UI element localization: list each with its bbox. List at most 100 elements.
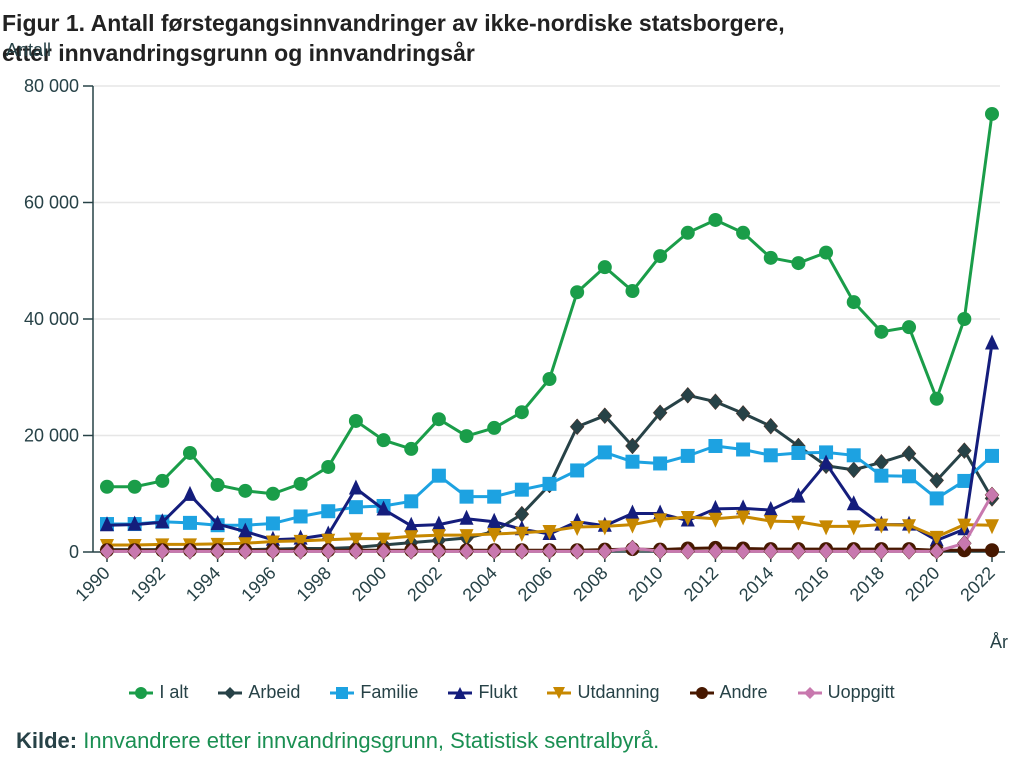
data-point-i-alt [404, 441, 419, 456]
data-point-arbeid [874, 453, 889, 471]
data-point-i-alt [902, 320, 917, 335]
data-point-uoppgitt [376, 543, 391, 560]
data-point-i-alt [929, 391, 944, 406]
data-point-i-alt [127, 479, 142, 494]
data-point-familie [404, 494, 419, 509]
legend-item-andre[interactable]: Andre [689, 682, 768, 703]
data-point-i-alt [570, 285, 585, 300]
legend-item-utdanning[interactable]: Utdanning [547, 682, 660, 703]
data-point-uoppgitt [459, 543, 474, 560]
data-point-utdanning [431, 529, 446, 545]
data-point-familie [902, 469, 917, 484]
data-point-i-alt [542, 371, 557, 386]
data-point-uoppgitt [569, 543, 585, 560]
data-point-uoppgitt [735, 543, 751, 560]
data-point-flukt [708, 499, 723, 515]
data-point-utdanning [957, 518, 972, 534]
data-point-i-alt [376, 433, 391, 448]
x-tick-label: 1996 [237, 563, 279, 605]
data-point-i-alt [182, 445, 197, 460]
data-point-uoppgitt [514, 543, 530, 560]
x-tick-label: 2020 [901, 563, 943, 605]
data-point-familie [293, 509, 308, 524]
source-label: Kilde: [16, 728, 78, 753]
data-point-utdanning [542, 525, 557, 541]
legend-label: Utdanning [577, 682, 660, 702]
data-point-flukt [100, 516, 114, 532]
data-point-utdanning [985, 519, 999, 535]
data-point-utdanning [819, 520, 834, 536]
data-point-arbeid [929, 471, 945, 489]
data-point-utdanning [653, 513, 668, 529]
x-tick-label: 2000 [348, 563, 390, 605]
data-point-uoppgitt [763, 543, 779, 560]
data-point-andre [985, 543, 999, 558]
legend-item-arbeid[interactable]: Arbeid [218, 682, 300, 703]
data-point-familie [265, 516, 280, 531]
x-tick-label: 2012 [680, 563, 722, 605]
data-point-utdanning [680, 511, 695, 527]
data-point-i-alt [487, 420, 502, 435]
data-point-flukt [819, 454, 834, 470]
x-tick-label: 2018 [846, 563, 888, 605]
data-point-uoppgitt [680, 543, 696, 560]
x-tick-label: 2008 [569, 563, 611, 605]
data-point-flukt [404, 516, 419, 532]
data-point-flukt [155, 513, 170, 529]
legend-item-i-alt[interactable]: I alt [129, 682, 188, 703]
legend-item-flukt[interactable]: Flukt [448, 682, 517, 703]
x-tick-label: 2014 [735, 563, 777, 605]
data-point-familie [570, 463, 585, 478]
data-point-familie [431, 468, 446, 483]
data-point-flukt [985, 334, 999, 350]
data-point-i-alt [155, 473, 170, 488]
data-point-uoppgitt [486, 543, 502, 560]
data-point-flukt [348, 479, 363, 495]
legend-item-uoppgitt[interactable]: Uoppgitt [797, 682, 895, 703]
data-point-i-alt [514, 405, 529, 420]
data-point-uoppgitt [293, 543, 308, 560]
data-point-i-alt [874, 324, 889, 339]
data-point-arbeid [625, 437, 640, 455]
data-point-i-alt [957, 312, 972, 326]
x-tick-label: 1990 [71, 563, 113, 605]
data-point-i-alt [321, 459, 336, 474]
data-point-flukt [487, 512, 502, 528]
legend-item-familie[interactable]: Familie [330, 682, 418, 703]
y-tick-label: 0 [69, 542, 79, 562]
data-point-utdanning [874, 518, 889, 534]
data-point-i-alt [348, 413, 363, 428]
y-tick-label: 20 000 [24, 426, 79, 446]
data-point-flukt [459, 509, 474, 525]
line-chart: 0 20 000 40 000 60 000 80 000 1990 1992 1994 199… [24, 76, 1008, 652]
legend: I alt Arbeid Familie Flukt Utdanning Andre Uop… [0, 682, 1024, 703]
data-point-familie [542, 476, 557, 491]
data-point-uoppgitt [901, 543, 917, 560]
data-point-i-alt [265, 486, 280, 501]
data-point-uoppgitt [154, 543, 170, 560]
data-point-uoppgitt [818, 543, 834, 560]
data-point-utdanning [404, 530, 419, 546]
data-point-utdanning [321, 533, 336, 549]
legend-label: Uoppgitt [827, 682, 895, 702]
data-point-utdanning [763, 515, 778, 531]
legend-marker-flukt-icon [448, 686, 473, 699]
data-point-flukt [238, 522, 253, 538]
x-tick-label: 1998 [293, 563, 335, 605]
data-point-utdanning [625, 518, 640, 534]
data-point-flukt [210, 515, 225, 531]
data-point-utdanning [376, 532, 391, 548]
data-point-utdanning [929, 530, 944, 546]
data-point-uoppgitt [984, 486, 1000, 504]
data-point-i-alt [653, 249, 668, 264]
x-tick-label: 1994 [182, 563, 224, 605]
legend-label: Andre [719, 682, 768, 702]
legend-label: Arbeid [248, 682, 301, 702]
data-point-i-alt [597, 260, 612, 275]
data-point-arbeid [846, 461, 862, 479]
data-point-arbeid [569, 418, 585, 436]
data-point-familie [929, 491, 944, 506]
data-point-utdanning [791, 515, 806, 531]
data-point-flukt [182, 485, 197, 501]
data-point-arbeid [763, 417, 779, 435]
